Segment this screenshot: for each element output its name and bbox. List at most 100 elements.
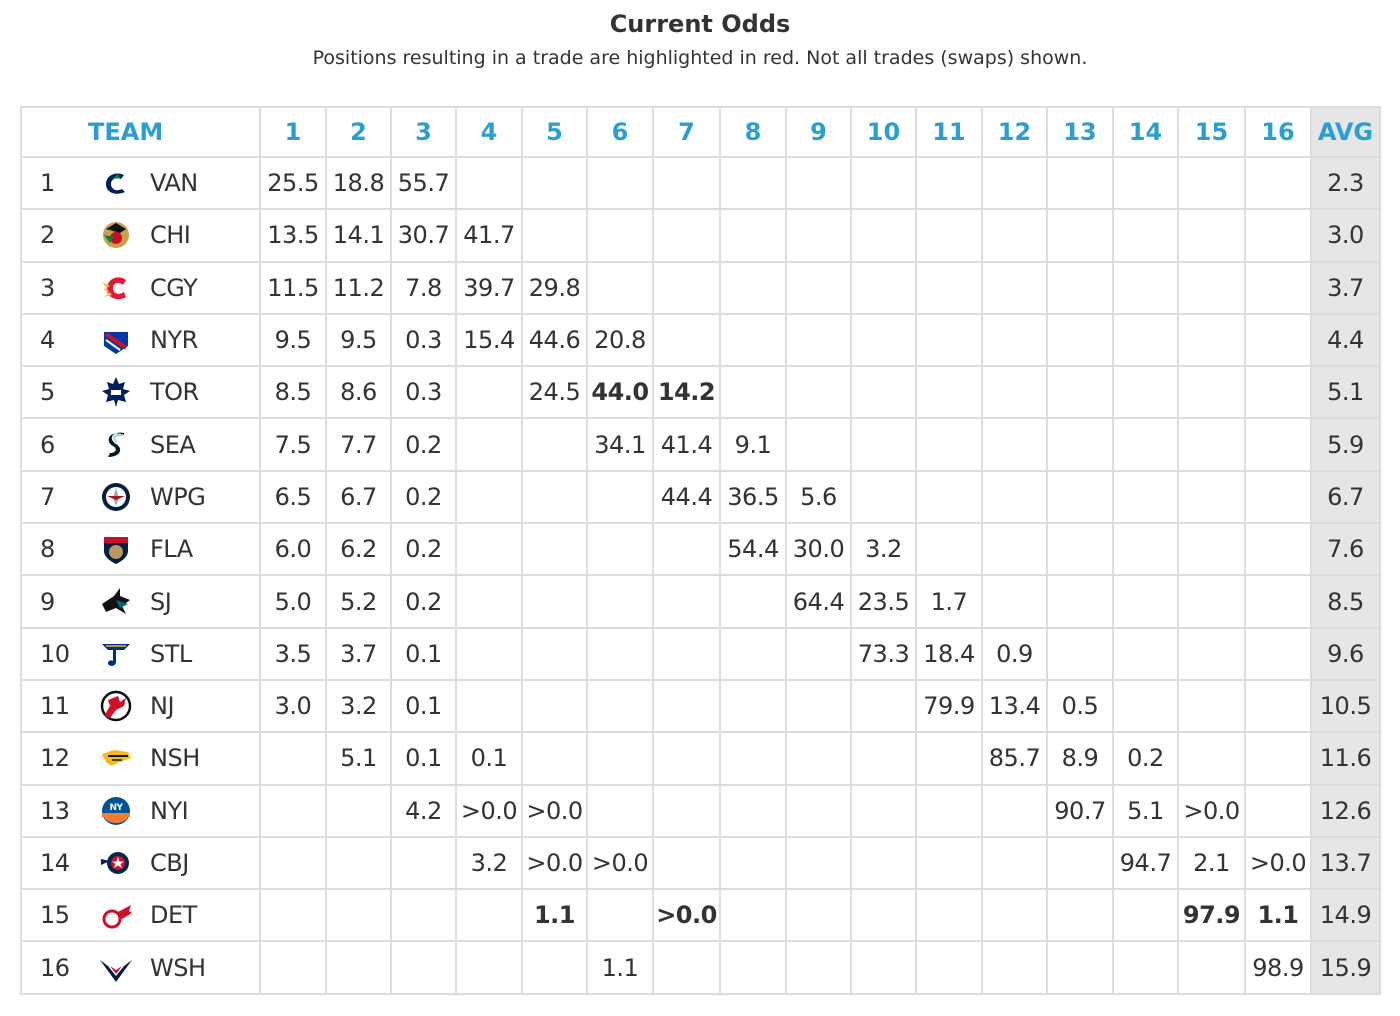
table-row: 9 SJ 5.0 5.2 0.2 64.4 23.5 1.7 8.5 <box>20 574 1381 629</box>
team-cell: 7 WPG <box>20 469 261 525</box>
odds-cell-pick-5 <box>521 522 588 577</box>
odds-cell-pick-4 <box>455 522 523 577</box>
odds-cell-pick-7 <box>652 626 721 681</box>
odds-cell-pick-11 <box>915 522 983 577</box>
odds-cell-pick-15 <box>1177 626 1246 681</box>
rank: 10 <box>40 639 70 668</box>
odds-cell-pick-6 <box>586 783 654 838</box>
avg-cell: 7.6 <box>1310 522 1381 577</box>
odds-cell-pick-4: 41.7 <box>455 208 523 263</box>
odds-cell-pick-15 <box>1177 208 1246 263</box>
odds-cell-pick-4 <box>455 626 523 681</box>
team-cell: 3 CGY <box>20 260 261 315</box>
odds-cell-pick-5 <box>521 155 588 211</box>
column-header-pick-4: 4 <box>455 106 523 158</box>
avg-cell: 13.7 <box>1310 835 1381 891</box>
rank: 13 <box>40 796 70 825</box>
odds-cell-pick-12 <box>981 835 1048 891</box>
table-row: 3 CGY 11.5 11.2 7.8 39.7 29.8 3.7 <box>20 260 1381 315</box>
odds-cell-pick-10 <box>850 312 917 368</box>
odds-cell-pick-5: 1.1 <box>521 888 588 943</box>
odds-cell-pick-9 <box>785 678 852 734</box>
odds-cell-pick-4 <box>455 574 523 629</box>
table-row: 16 WSH 1.1 98.9 15.9 <box>20 940 1381 995</box>
odds-cell-pick-8 <box>719 678 787 734</box>
odds-cell-pick-10 <box>850 678 917 734</box>
team-abbr: NSH <box>150 744 200 773</box>
team-abbr: NYI <box>150 796 189 825</box>
odds-cell-pick-3: 55.7 <box>390 155 457 211</box>
odds-cell-pick-13 <box>1046 312 1114 368</box>
odds-cell-pick-8 <box>719 155 787 211</box>
odds-cell-pick-12 <box>981 574 1048 629</box>
odds-cell-pick-3: 0.3 <box>390 365 457 420</box>
table-row: 2 CHI 13.5 14.1 30.7 41.7 3.0 <box>20 208 1381 263</box>
odds-cell-pick-2: 9.5 <box>325 312 392 368</box>
odds-cell-pick-6: 1.1 <box>586 940 654 995</box>
odds-cell-pick-6 <box>586 469 654 525</box>
team-cell: 6 SEA <box>20 417 261 472</box>
odds-cell-pick-15 <box>1177 678 1246 734</box>
odds-cell-pick-5: 24.5 <box>521 365 588 420</box>
odds-cell-pick-16 <box>1244 731 1312 786</box>
odds-cell-pick-15 <box>1177 574 1246 629</box>
team-cell: 5 TOR <box>20 365 261 420</box>
odds-cell-pick-11 <box>915 312 983 368</box>
odds-cell-pick-7: 14.2 <box>652 365 721 420</box>
odds-cell-pick-9 <box>785 626 852 681</box>
odds-cell-pick-16 <box>1244 155 1312 211</box>
odds-cell-pick-16 <box>1244 626 1312 681</box>
odds-cell-pick-3 <box>390 940 457 995</box>
odds-cell-pick-15 <box>1177 155 1246 211</box>
odds-cell-pick-5: >0.0 <box>521 835 588 891</box>
column-header-pick-15: 15 <box>1177 106 1246 158</box>
odds-cell-pick-4: >0.0 <box>455 783 523 838</box>
odds-cell-pick-7 <box>652 678 721 734</box>
column-header-pick-3: 3 <box>390 106 457 158</box>
odds-cell-pick-4 <box>455 365 523 420</box>
odds-cell-pick-6 <box>586 731 654 786</box>
odds-cell-pick-13 <box>1046 888 1114 943</box>
odds-cell-pick-10 <box>850 260 917 315</box>
odds-cell-pick-13 <box>1046 574 1114 629</box>
odds-cell-pick-4 <box>455 155 523 211</box>
odds-cell-pick-14 <box>1112 574 1179 629</box>
odds-cell-pick-14 <box>1112 940 1179 995</box>
avg-cell: 6.7 <box>1310 469 1381 525</box>
odds-cell-pick-12 <box>981 469 1048 525</box>
odds-cell-pick-9 <box>785 783 852 838</box>
odds-cell-pick-13 <box>1046 835 1114 891</box>
avg-cell: 2.3 <box>1310 155 1381 211</box>
column-header-pick-12: 12 <box>981 106 1048 158</box>
odds-cell-pick-8: 9.1 <box>719 417 787 472</box>
odds-cell-pick-1: 6.0 <box>259 522 327 577</box>
team-cell: 14 CBJ <box>20 835 261 891</box>
odds-cell-pick-3: 0.2 <box>390 522 457 577</box>
odds-cell-pick-5 <box>521 208 588 263</box>
sharks-logo-icon <box>98 584 134 620</box>
odds-cell-pick-7: 41.4 <box>652 417 721 472</box>
rank: 4 <box>40 326 55 355</box>
page-title: Current Odds <box>609 10 791 38</box>
odds-cell-pick-10: 73.3 <box>850 626 917 681</box>
avg-cell: 5.9 <box>1310 417 1381 472</box>
column-header-pick-11: 11 <box>915 106 983 158</box>
odds-cell-pick-13 <box>1046 260 1114 315</box>
team-abbr: NYR <box>150 326 198 355</box>
odds-cell-pick-2: 11.2 <box>325 260 392 315</box>
rank: 5 <box>40 378 55 407</box>
rank: 11 <box>40 692 70 721</box>
team-abbr: STL <box>150 639 192 668</box>
odds-cell-pick-15: >0.0 <box>1177 783 1246 838</box>
odds-cell-pick-10 <box>850 417 917 472</box>
panthers-logo-icon <box>98 531 134 567</box>
odds-cell-pick-5 <box>521 731 588 786</box>
avg-cell: 11.6 <box>1310 731 1381 786</box>
odds-cell-pick-14 <box>1112 260 1179 315</box>
odds-cell-pick-7 <box>652 783 721 838</box>
table-row: 5 TOR 8.5 8.6 0.3 24.5 44.0 14.2 5.1 <box>20 365 1381 420</box>
team-abbr: NJ <box>150 692 175 721</box>
odds-cell-pick-11 <box>915 155 983 211</box>
odds-cell-pick-4 <box>455 469 523 525</box>
odds-cell-pick-11 <box>915 888 983 943</box>
